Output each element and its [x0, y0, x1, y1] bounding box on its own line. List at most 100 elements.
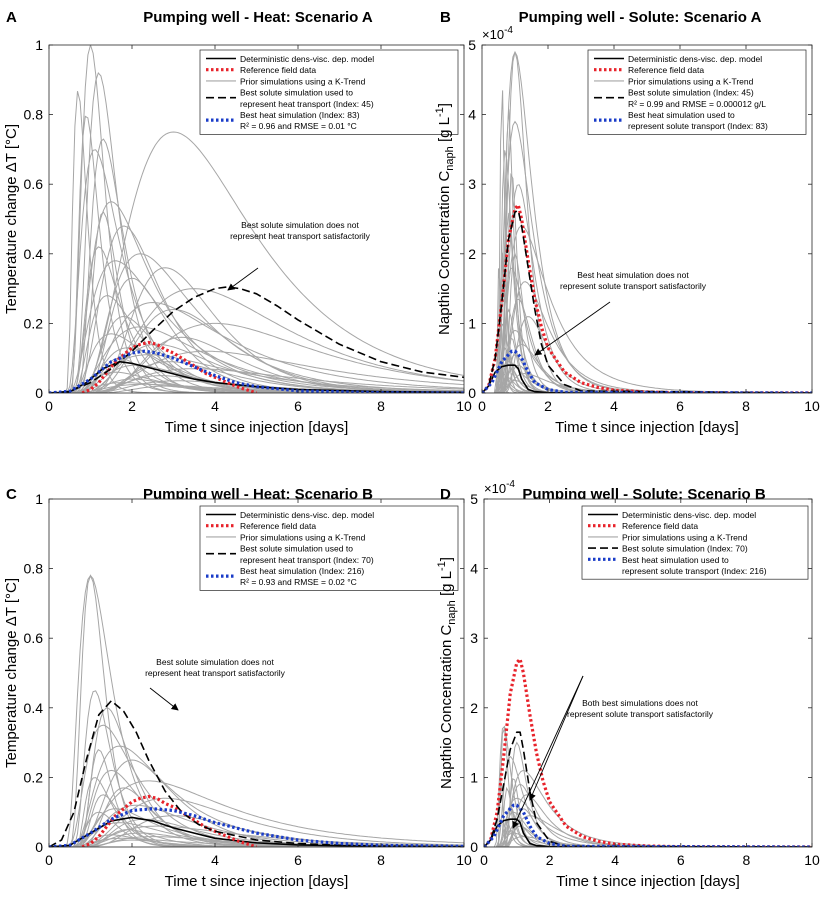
x-tick-label: 4 [211, 852, 219, 868]
y-axis-label: Napthio Concentration Cnaph [g L-1] [434, 103, 456, 335]
legend-entry-label: Best solute simulation used to [240, 544, 353, 554]
legend-entry-label: represent heat transport (Index: 45) [240, 99, 374, 109]
axes-frame [48, 498, 465, 848]
prior-simulation-line [49, 690, 464, 847]
x-tick-label: 0 [480, 852, 488, 868]
legend-entry-label: Best solute simulation (Index: 70) [622, 544, 748, 554]
annotation-text: Best heat simulation does not [577, 270, 689, 280]
y-axis-label-main: Napthio Concentration C [436, 171, 453, 335]
prior-simulation-line [49, 797, 464, 847]
legend-entry-label: Deterministic dens-visc. dep. model [628, 54, 762, 64]
y-axis-label-main: Temperature change ΔT [°C] [3, 124, 20, 314]
prior-simulation-line [482, 308, 812, 393]
panel-c: C Pumping well - Heat: Scenario B0 2 4 6 8 100… [3, 486, 472, 890]
x-tick-label: 2 [544, 398, 552, 414]
y-tick-label: 5 [468, 37, 476, 53]
y-exponent-label: ×10-4 [482, 25, 513, 42]
y-tick-label: 1 [468, 315, 476, 331]
axes-frame [48, 44, 465, 394]
x-axis-label: Time t since injection [days] [556, 873, 740, 890]
y-tick-label: 0.2 [24, 315, 44, 331]
legend-entry-label: represent heat transport (Index: 70) [240, 555, 374, 565]
x-axis-label: Time t since injection [days] [165, 873, 349, 890]
panel-a: A Pumping well - Heat: Scenario A0 2 4 6 8 100… [3, 9, 472, 436]
y-exponent-label: ×10-4 [484, 479, 515, 496]
series-bestsolute-line [49, 286, 464, 393]
x-tick-label: 8 [743, 852, 751, 868]
legend-box [587, 49, 807, 135]
prior-simulation-line [49, 574, 464, 847]
y-axis-label: Napthio Concentration Cnaph [g L-1] [436, 557, 458, 789]
x-tick-label: 4 [211, 398, 219, 414]
x-axis-label: Time t since injection [days] [555, 419, 739, 436]
y-tick-label: 0.8 [24, 107, 44, 123]
annotation-text: Best solute simulation does not [156, 657, 274, 667]
annotation-text: Both best simulations does not [582, 698, 698, 708]
y-tick-label: 3 [468, 176, 476, 192]
panel-letter: C [6, 486, 17, 503]
prior-simulation-line [49, 90, 464, 393]
prior-simulation-line [484, 822, 812, 847]
x-tick-label: 10 [804, 852, 820, 868]
y-tick-label: 0.6 [24, 176, 44, 192]
legend-entry-label: Reference field data [622, 521, 698, 531]
x-tick-label: 6 [294, 852, 302, 868]
legend-entry-label: Prior simulations using a K-Trend [240, 76, 366, 86]
x-tick-label: 0 [478, 398, 486, 414]
prior-simulation-line [49, 115, 464, 393]
annotation-arrow [149, 687, 179, 711]
series-deterministic-line [49, 360, 464, 393]
series-bestheat-line [49, 807, 464, 847]
prior-simulation-line [482, 379, 812, 393]
legend-entry-label: Prior simulations using a K-Trend [240, 532, 366, 542]
y-tick-label: 0.4 [24, 700, 44, 716]
legend-box [581, 505, 809, 580]
legend: Deterministic dens-visc. dep. modelRefer… [199, 49, 459, 135]
x-tick-label: 8 [377, 852, 385, 868]
y-exponent-base: ×10 [482, 27, 504, 42]
annotation-text: represent solute transport satisfactoril… [567, 709, 714, 719]
panel-letter: D [440, 486, 451, 503]
y-tick-label: 0.4 [24, 246, 44, 262]
y-tick-label: 4 [470, 561, 478, 577]
y-axis-label: Temperature change ΔT [°C] [3, 124, 20, 314]
prior-simulation-line [49, 811, 464, 847]
legend-entry-label: R² = 0.93 and RMSE = 0.02 °C [240, 577, 357, 587]
legend: Deterministic dens-visc. dep. modelRefer… [587, 49, 807, 135]
x-tick-label: 6 [294, 398, 302, 414]
legend-box [199, 505, 459, 591]
axes-frame [481, 44, 813, 394]
prior-simulation-line [482, 354, 812, 393]
prior-simulation-line [484, 832, 812, 847]
plot-content [49, 574, 464, 847]
panel-letter: A [6, 9, 17, 26]
legend-entry-label: Deterministic dens-visc. dep. model [622, 510, 756, 520]
prior-simulation-line [49, 815, 464, 847]
series-bestsolute-line [484, 731, 812, 847]
x-tick-label: 10 [804, 398, 820, 414]
y-tick-label: 0.8 [24, 561, 44, 577]
y-axis-label-main: Napthio Concentration C [438, 625, 455, 789]
prior-simulation-line [49, 749, 464, 847]
legend-entry-label: Best solute simulation (Index: 45) [628, 88, 754, 98]
y-tick-label: 3 [470, 630, 478, 646]
x-tick-label: 8 [742, 398, 750, 414]
legend-entry-label: Prior simulations using a K-Trend [628, 76, 754, 86]
x-axis-label: Time t since injection [days] [165, 419, 349, 436]
prior-simulation-line [49, 326, 464, 393]
y-exponent-power: -4 [506, 479, 515, 490]
x-tick-label: 8 [377, 398, 385, 414]
x-tick-label: 6 [677, 852, 685, 868]
panel-b: B Pumping well - Solute: Scenario A 0 2 4 6 8 1… [434, 9, 820, 436]
annotation-arrow [534, 301, 611, 356]
x-tick-label: 4 [610, 398, 618, 414]
legend-entry-label: R² = 0.96 and RMSE = 0.01 °C [240, 121, 357, 131]
prior-simulation-line [484, 808, 812, 847]
prior-simulation-line [49, 794, 464, 847]
legend-entry-label: Prior simulations using a K-Trend [622, 532, 748, 542]
y-tick-label: 2 [468, 246, 476, 262]
series-bestsolute-line [49, 700, 464, 847]
panel-letter: B [440, 9, 451, 26]
x-tick-label: 2 [546, 852, 554, 868]
